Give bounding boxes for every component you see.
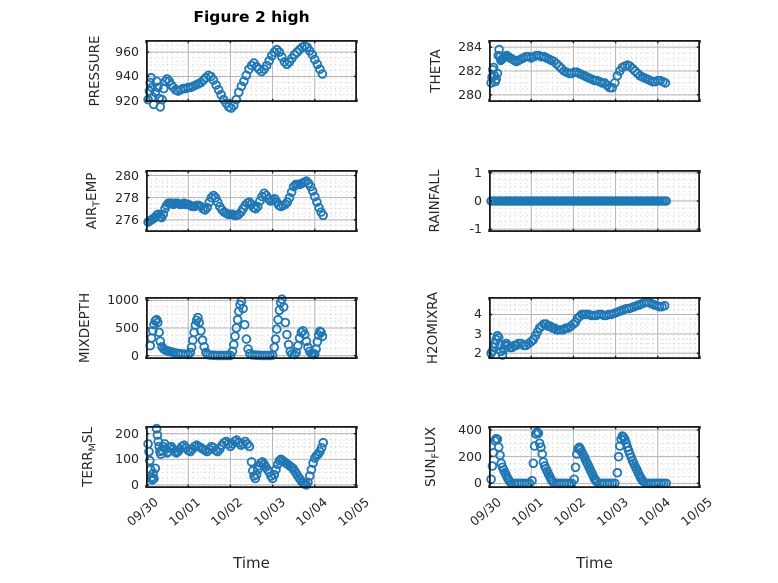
axes-box (488, 296, 701, 360)
major-grid (489, 40, 700, 102)
x-tick-label: 09/30 (123, 494, 161, 529)
y-tick-label: 0 (474, 475, 482, 491)
x-tick-label: 09/30 (466, 494, 504, 529)
x-tick-label: 10/02 (208, 494, 246, 529)
x-tick-label: 10/02 (551, 494, 589, 529)
x-tick-label: 10/03 (250, 494, 288, 529)
y-tick-label: 2 (474, 345, 482, 361)
y-tick-label: 920 (115, 92, 139, 108)
plot-h2omixra (486, 296, 701, 360)
minor-grid (146, 40, 357, 102)
scatter-points (486, 297, 670, 360)
plot-mixdepth (145, 294, 358, 361)
scatter-points (143, 176, 329, 227)
x-tick-label: 10/04 (635, 494, 673, 529)
x-tick-label: 10/05 (334, 494, 372, 529)
axes-box (488, 425, 701, 489)
x-tick-label: 10/03 (593, 494, 631, 529)
scatter-points (486, 427, 672, 489)
y-tick-label: 3 (474, 325, 482, 341)
x-tick-label: 10/04 (292, 494, 330, 529)
y-tick-label: 278 (115, 189, 139, 205)
axes-box (488, 169, 701, 233)
y-tick-label: 0 (474, 193, 482, 208)
x-tick-label: 10/01 (508, 494, 547, 529)
figure-title: Figure 2 high (193, 8, 310, 26)
y-tick-label: 280 (458, 86, 482, 102)
scatter-points (145, 294, 328, 361)
plot-theta (486, 39, 701, 103)
y-tick-label: 200 (115, 425, 139, 441)
y-tick-label: 0 (131, 476, 139, 492)
y-tick-label: 940 (115, 68, 139, 84)
scatter-points (486, 196, 672, 206)
y-axis-label-terr_msl: TERRMSL (80, 427, 99, 487)
y-tick-label: 0 (131, 347, 139, 363)
x-axis-label-right: Time (576, 554, 613, 572)
plot-air_temp (143, 169, 358, 233)
y-tick-label: 960 (115, 44, 139, 60)
y-tick-label: 200 (458, 448, 482, 464)
y-tick-label: 284 (458, 39, 482, 55)
x-tick-label: 10/05 (677, 494, 715, 529)
y-tick-label: -1 (469, 221, 482, 237)
y-tick-label: 1 (474, 164, 482, 180)
x-axis-label-left: Time (233, 554, 270, 572)
scatter-points (143, 423, 329, 490)
axes-box (145, 169, 358, 233)
minor-grid (489, 170, 700, 232)
y-tick-label: 276 (115, 211, 139, 227)
scatter-points (486, 44, 671, 93)
y-tick-label: 400 (458, 422, 482, 437)
y-tick-label: 4 (474, 306, 482, 322)
x-tick-label: 10/01 (165, 494, 204, 529)
y-tick-label: 282 (458, 63, 482, 78)
axes-box (145, 425, 358, 489)
y-axis-label-sun_flux: SUNFLUX (423, 427, 442, 488)
plot-sun_flux (486, 425, 701, 489)
plot-terr_msl (143, 423, 358, 490)
plot-rainfall (486, 169, 701, 233)
axes-box (145, 39, 358, 103)
y-tick-label: 100 (115, 451, 139, 467)
y-tick-label: 1000 (107, 292, 139, 308)
axes-box (488, 39, 701, 103)
plot-pressure (143, 39, 358, 113)
axes-box (145, 296, 358, 360)
y-tick-label: 500 (115, 320, 139, 335)
y-tick-label: 280 (115, 167, 139, 183)
